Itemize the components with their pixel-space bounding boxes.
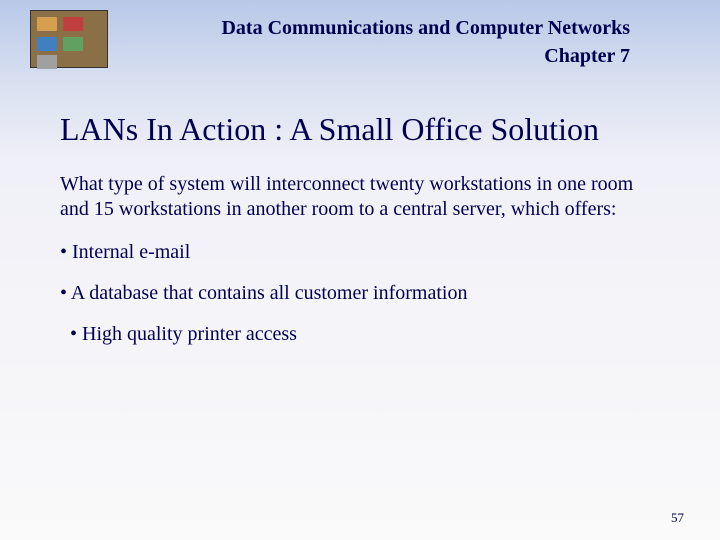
bullet-item: • A database that contains all customer … (60, 281, 660, 306)
intro-paragraph: What type of system will interconnect tw… (60, 172, 660, 222)
slide-content: LANs In Action : A Small Office Solution… (0, 70, 720, 347)
slide-title: LANs In Action : A Small Office Solution (60, 110, 660, 148)
chapter-label: Chapter 7 (128, 42, 630, 70)
page-number: 57 (671, 510, 684, 526)
bullet-item: • High quality printer access (60, 322, 660, 347)
header-text-block: Data Communications and Computer Network… (128, 10, 690, 70)
course-title: Data Communications and Computer Network… (128, 14, 630, 42)
header-thumbnail-image (30, 10, 108, 68)
bullet-item: • Internal e-mail (60, 240, 660, 265)
slide-header: Data Communications and Computer Network… (0, 0, 720, 70)
